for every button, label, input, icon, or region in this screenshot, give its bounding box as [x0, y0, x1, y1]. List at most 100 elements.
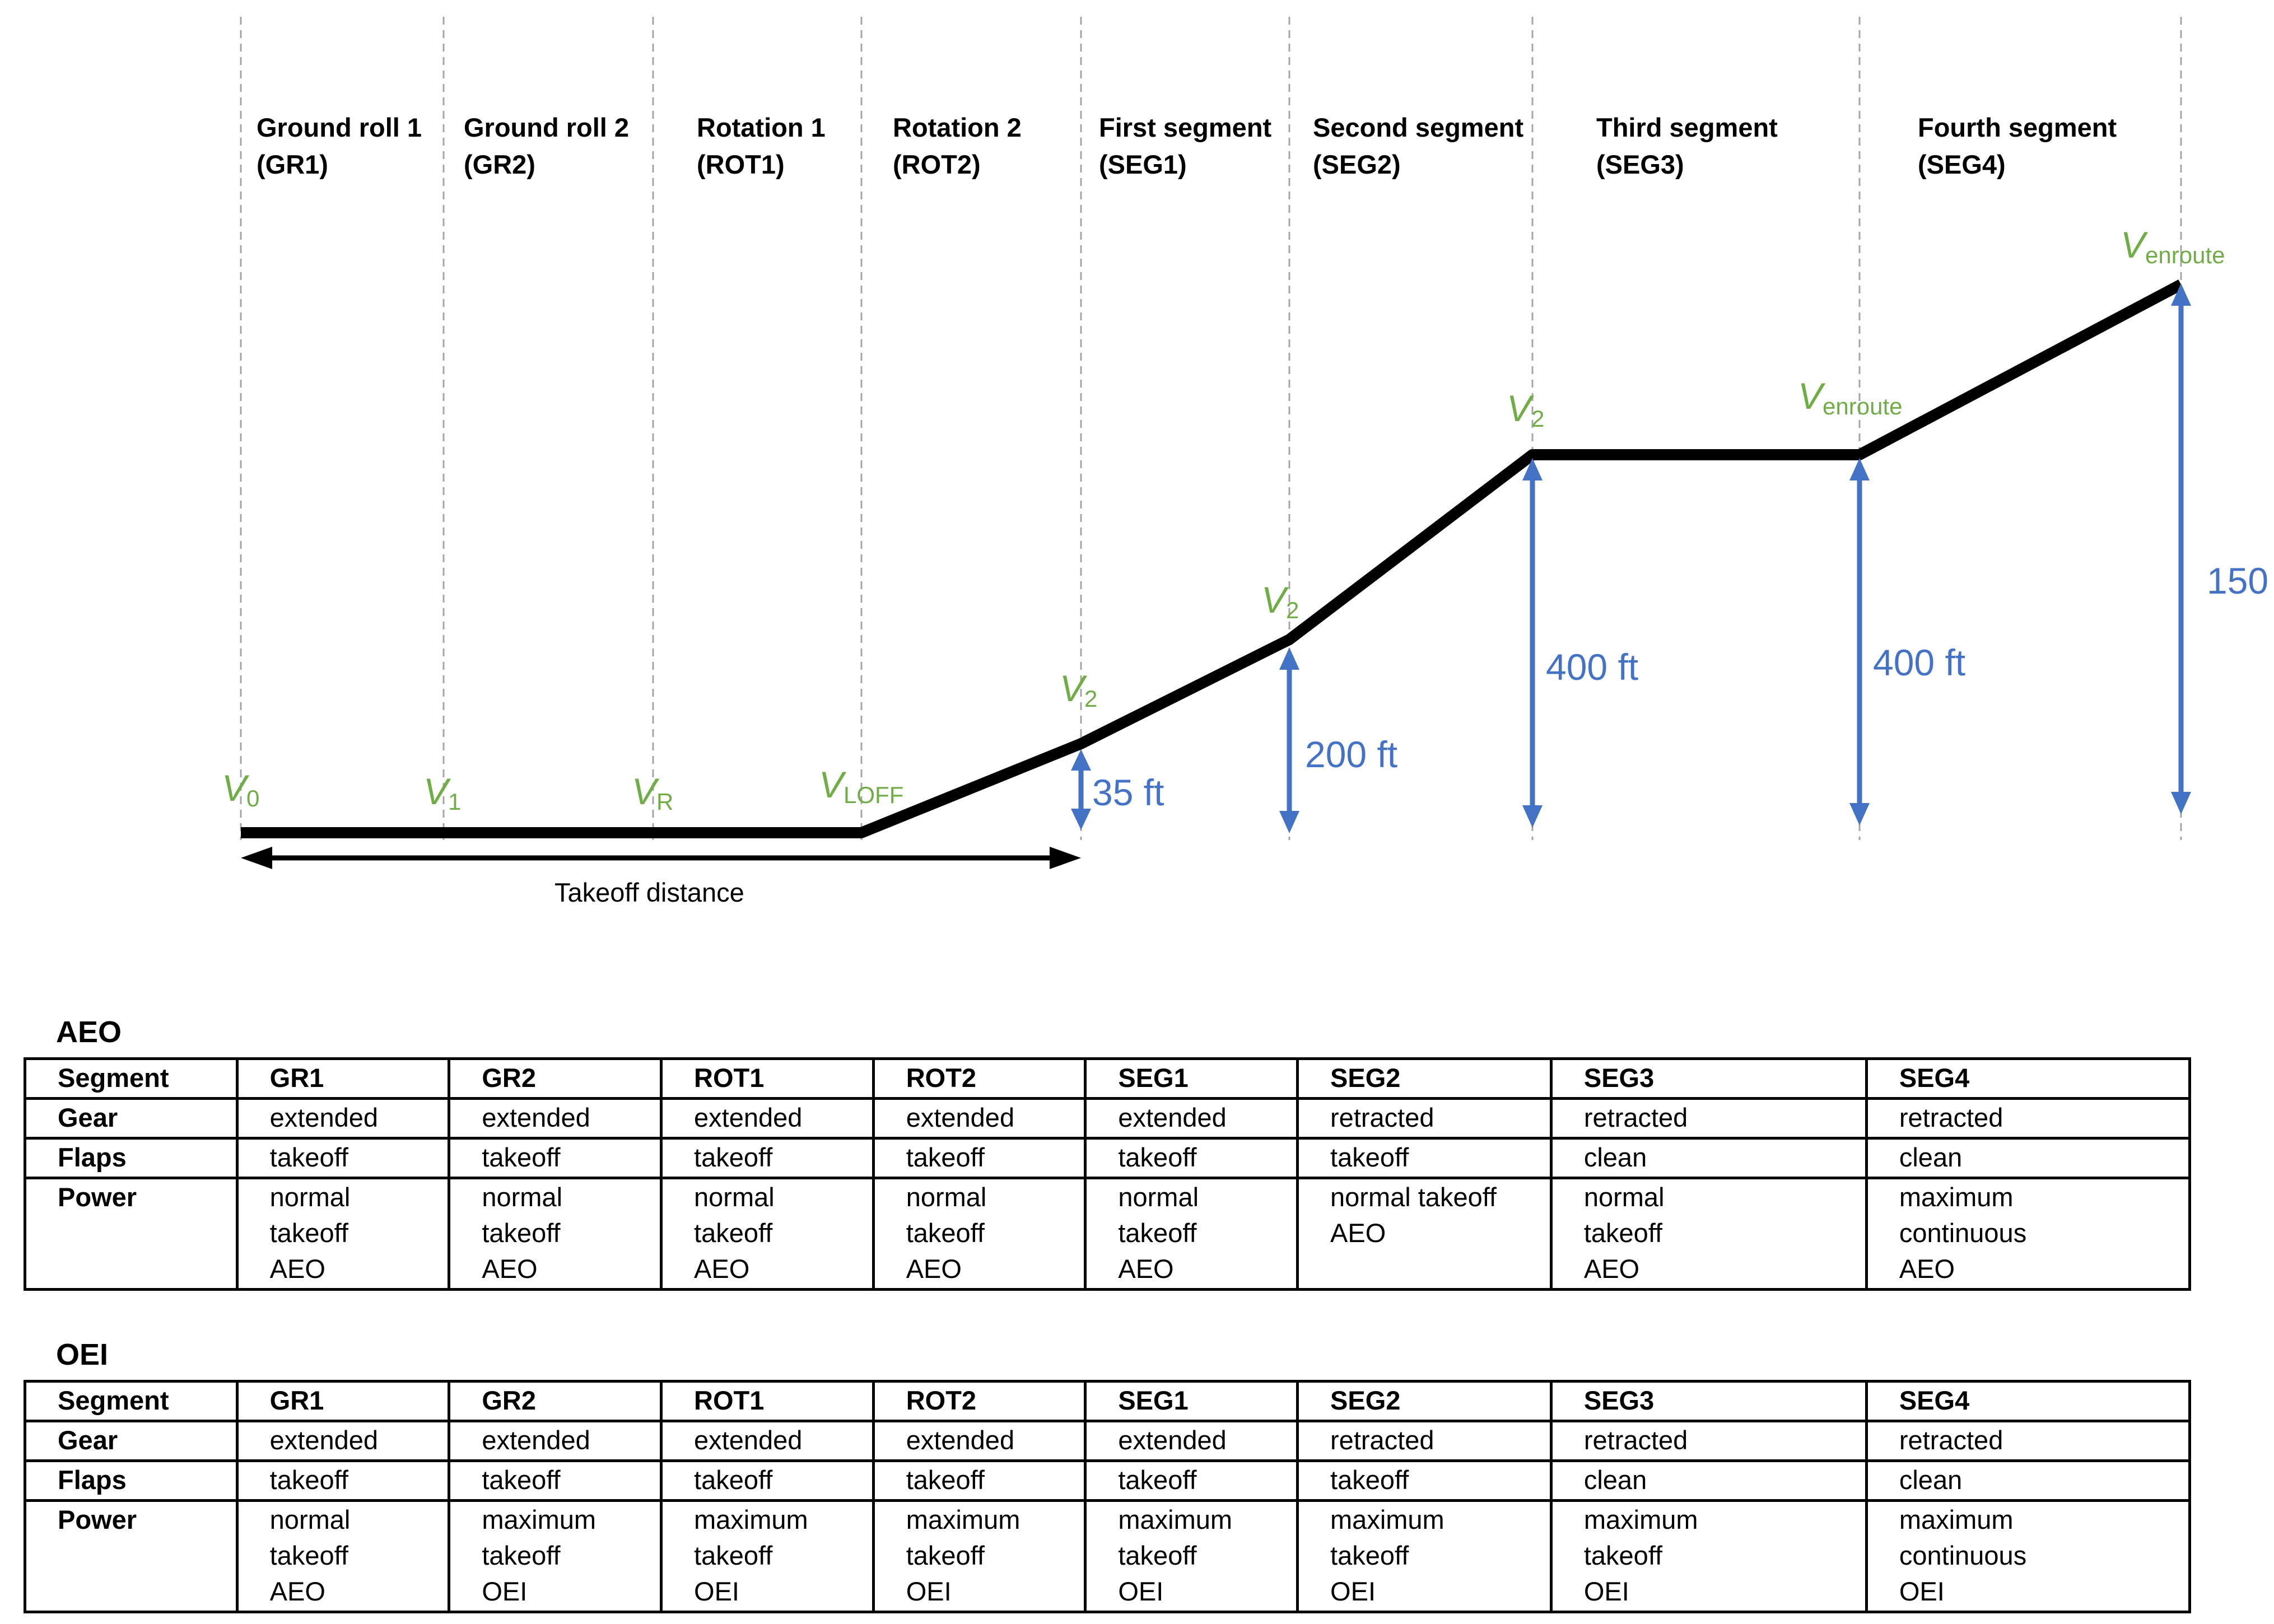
segment-header: SEG4 [1865, 1057, 2192, 1100]
table-cell: clean [1549, 1459, 1868, 1502]
table-cell: extended [872, 1420, 1087, 1462]
table-row: Power normal takeoff AEO maximum takeoff… [24, 1499, 2192, 1613]
table-cell: takeoff [1296, 1459, 1553, 1502]
altitude-arrows [1071, 283, 2191, 833]
row-header: Flaps [24, 1459, 239, 1502]
table-cell: retracted [1549, 1097, 1868, 1140]
table-cell: normal takeoff AEO [235, 1177, 451, 1291]
speed-label: V2 [1060, 668, 1097, 712]
speed-label: VLOFF [819, 764, 903, 808]
table-cell: retracted [1865, 1097, 2192, 1140]
table-row: Segment GR1 GR2 ROT1 ROT2 SEG1 SEG2 SEG3… [24, 1380, 2192, 1422]
takeoff-profile-diagram: Ground roll 1 (GR1) Ground roll 2 (GR2) … [222, 17, 2268, 907]
table-cell: extended [872, 1097, 1087, 1140]
altitude-arrow [1849, 458, 1870, 825]
segment-header: SEG2 [1296, 1380, 1553, 1422]
table-row: Segment GR1 GR2 ROT1 ROT2 SEG1 SEG2 SEG3… [24, 1057, 2192, 1100]
table-cell: extended [660, 1097, 875, 1140]
table-cell: extended [235, 1420, 451, 1462]
table-row: Gear extended extended extended extended… [24, 1420, 2192, 1462]
table-cell: normal takeoff AEO [1084, 1177, 1299, 1291]
table-cell: maximum takeoff OEI [1296, 1499, 1553, 1613]
table-row: Flaps takeoff takeoff takeoff takeoff ta… [24, 1459, 2192, 1502]
phase-abbr: (ROT2) [893, 150, 981, 179]
table-cell: takeoff [1296, 1137, 1553, 1179]
table-cell: maximum takeoff OEI [1084, 1499, 1299, 1613]
phase-abbr: (SEG3) [1596, 150, 1684, 179]
row-header: Gear [24, 1097, 239, 1140]
segment-header: SEG1 [1084, 1057, 1299, 1100]
phase-name: Ground roll 2 [464, 113, 629, 142]
segment-header: GR1 [235, 1380, 451, 1422]
aeo-table-title: AEO [56, 1015, 122, 1049]
segment-header: SEG3 [1549, 1380, 1868, 1422]
table-row: Power normal takeoff AEO normal takeoff … [24, 1177, 2192, 1291]
table-cell: maximum takeoff OEI [448, 1499, 663, 1613]
row-header: Power [24, 1177, 239, 1291]
table-cell: clean [1865, 1459, 2192, 1502]
table-cell: maximum takeoff OEI [660, 1499, 875, 1613]
segment-header: GR1 [235, 1057, 451, 1100]
table-row: Gear extended extended extended extended… [24, 1097, 2192, 1140]
speed-label: V2 [1261, 579, 1299, 623]
phase-abbr: (SEG1) [1099, 150, 1187, 179]
table-cell: extended [660, 1420, 875, 1462]
row-header: Power [24, 1499, 239, 1613]
phase-name: Rotation 2 [893, 113, 1022, 142]
table-cell: takeoff [235, 1137, 451, 1179]
table-cell: retracted [1865, 1420, 2192, 1462]
table-cell: normal takeoff AEO [1549, 1177, 1868, 1291]
altitude-arrow [1071, 749, 1091, 830]
oei-config-table: Segment GR1 GR2 ROT1 ROT2 SEG1 SEG2 SEG3… [24, 1380, 2192, 1613]
table-cell: maximum takeoff OEI [872, 1499, 1087, 1613]
segment-header: SEG1 [1084, 1380, 1299, 1422]
oei-table-title: OEI [56, 1338, 109, 1371]
altitude-label: 400 ft [1873, 642, 1965, 683]
altitude-arrow [2171, 283, 2191, 814]
table-cell: takeoff [872, 1459, 1087, 1502]
flight-path [241, 279, 2184, 838]
segment-header: GR2 [448, 1057, 663, 1100]
altitude-label: 35 ft [1092, 772, 1164, 813]
takeoff-distance-label: Takeoff distance [554, 878, 744, 907]
speed-label: V0 [222, 767, 259, 811]
segment-header: ROT2 [872, 1380, 1087, 1422]
phase-name: Rotation 1 [697, 113, 826, 142]
segment-header: GR2 [448, 1380, 663, 1422]
table-cell: extended [448, 1097, 663, 1140]
row-header: Flaps [24, 1137, 239, 1179]
table-cell: takeoff [448, 1459, 663, 1502]
row-header: Segment [24, 1380, 239, 1422]
table-cell: takeoff [1084, 1137, 1299, 1179]
speed-label: V2 [1507, 388, 1544, 432]
table-cell: extended [1084, 1097, 1299, 1140]
phase-name: Third segment [1596, 113, 1778, 142]
table-cell: retracted [1549, 1420, 1868, 1462]
table-cell: maximum takeoff OEI [1549, 1499, 1868, 1613]
phase-abbr: (GR1) [257, 150, 328, 179]
table-cell: takeoff [872, 1137, 1087, 1179]
takeoff-distance-arrow [241, 847, 1081, 869]
phase-headers: Ground roll 1 (GR1) Ground roll 2 (GR2) … [257, 113, 2117, 179]
phase-abbr: (SEG4) [1918, 150, 2006, 179]
segment-header: ROT1 [660, 1380, 875, 1422]
table-cell: normal takeoff AEO [448, 1177, 663, 1291]
speed-label: V1 [423, 771, 461, 815]
speed-label: Venroute [2121, 224, 2225, 268]
phase-name: Fourth segment [1918, 113, 2117, 142]
table-cell: normal takeoff AEO [872, 1177, 1087, 1291]
table-cell: takeoff [1084, 1459, 1299, 1502]
speed-label: VR [632, 771, 673, 815]
table-cell: takeoff [235, 1459, 451, 1502]
speed-label: Venroute [1798, 375, 1902, 419]
row-header: Segment [24, 1057, 239, 1100]
table-cell: clean [1549, 1137, 1868, 1179]
table-cell: normal takeoff AEO [1296, 1177, 1553, 1291]
table-cell: takeoff [660, 1137, 875, 1179]
table-cell: extended [235, 1097, 451, 1140]
altitude-arrow [1522, 458, 1543, 828]
segment-header: SEG2 [1296, 1057, 1553, 1100]
altitude-label: 400 ft [1546, 646, 1638, 688]
table-row: Flaps takeoff takeoff takeoff takeoff ta… [24, 1137, 2192, 1179]
segment-header: ROT1 [660, 1057, 875, 1100]
